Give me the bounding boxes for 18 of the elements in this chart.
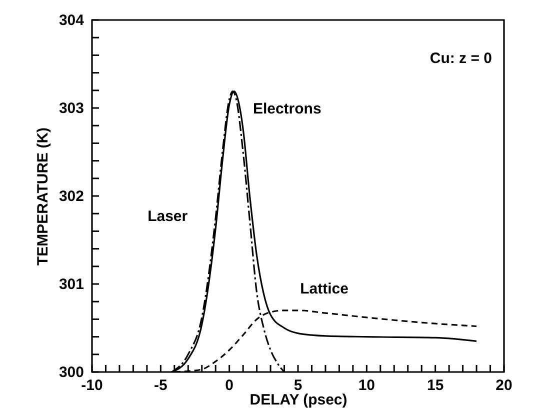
x-tick-label: -5 xyxy=(154,377,168,394)
series-label: Electrons xyxy=(252,100,322,118)
y-axis-title: TEMPERATURE (K) xyxy=(34,127,52,266)
series-label: Laser xyxy=(148,208,188,225)
series-label: Lattice xyxy=(300,280,348,298)
x-axis-title: DELAY (psec) xyxy=(250,392,348,408)
x-tick-label: -10 xyxy=(81,377,103,394)
x-tick-label: 0 xyxy=(225,377,234,394)
x-tick-label: 20 xyxy=(496,377,512,394)
y-tick-label: 302 xyxy=(58,188,84,205)
y-tick-label: 301 xyxy=(58,276,84,293)
x-tick-label: 5 xyxy=(294,377,302,394)
annotation: Cu: z = 0 xyxy=(430,50,492,67)
x-tick-label: 15 xyxy=(426,377,444,394)
y-tick-label: 303 xyxy=(58,100,84,117)
y-tick-label: 300 xyxy=(58,364,84,381)
x-tick-label: 10 xyxy=(358,377,376,394)
y-tick-label: 304 xyxy=(58,12,85,29)
